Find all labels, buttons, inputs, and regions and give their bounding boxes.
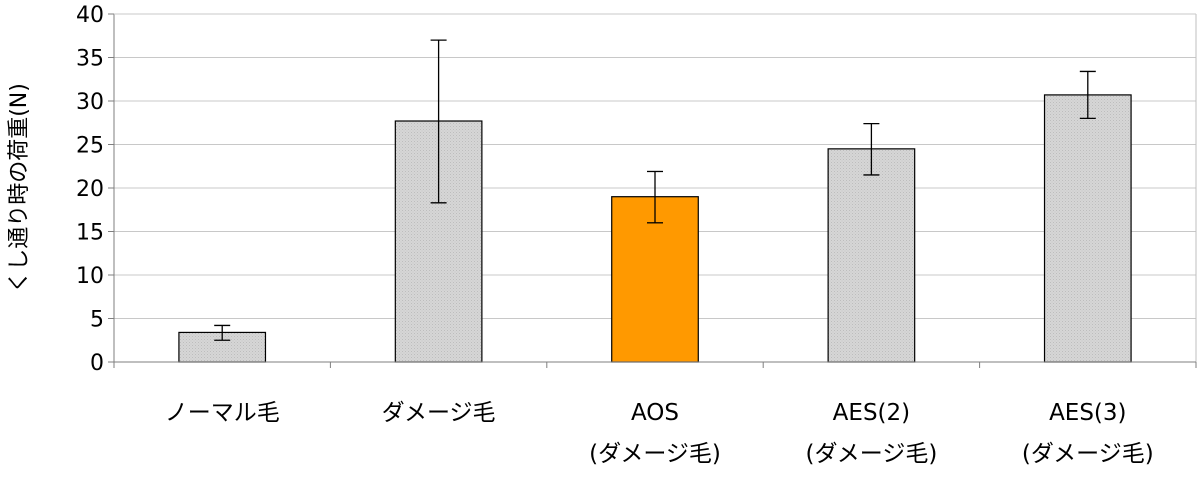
x-category-label: ノーマル毛	[165, 400, 280, 426]
axes	[108, 13, 1197, 368]
x-category-label: AES(2)	[833, 400, 910, 426]
x-category-label: (ダメージ毛)	[1022, 441, 1154, 467]
bar	[1043, 94, 1132, 363]
x-category-label: AES(3)	[1049, 400, 1126, 426]
y-tick-label: 30	[76, 90, 104, 115]
y-tick-label: 0	[90, 351, 104, 376]
y-tick-label: 15	[76, 221, 104, 246]
y-axis-title: くし通り時の荷重(N)	[7, 83, 32, 293]
y-tick-label: 5	[90, 308, 104, 333]
error-bars	[214, 39, 1096, 341]
y-tick-label: 25	[76, 134, 104, 159]
y-tick-label: 35	[76, 47, 104, 72]
y-tick-label: 40	[76, 3, 104, 28]
labels: 0 5 10 15 20 25 30 35 40 ノーマル毛 ダメージ毛 AOS (ダメージ毛) AES(…	[76, 3, 1154, 467]
x-category-label: (ダメージ毛)	[589, 441, 721, 467]
x-category-label: ダメージ毛	[382, 400, 496, 426]
x-category-label: (ダメージ毛)	[806, 441, 938, 467]
y-tick-label: 20	[76, 177, 104, 202]
bar	[827, 148, 916, 363]
bar	[611, 196, 699, 363]
y-tick-label: 10	[76, 264, 104, 289]
x-category-label: AOS	[631, 400, 679, 426]
bars	[178, 94, 1132, 363]
